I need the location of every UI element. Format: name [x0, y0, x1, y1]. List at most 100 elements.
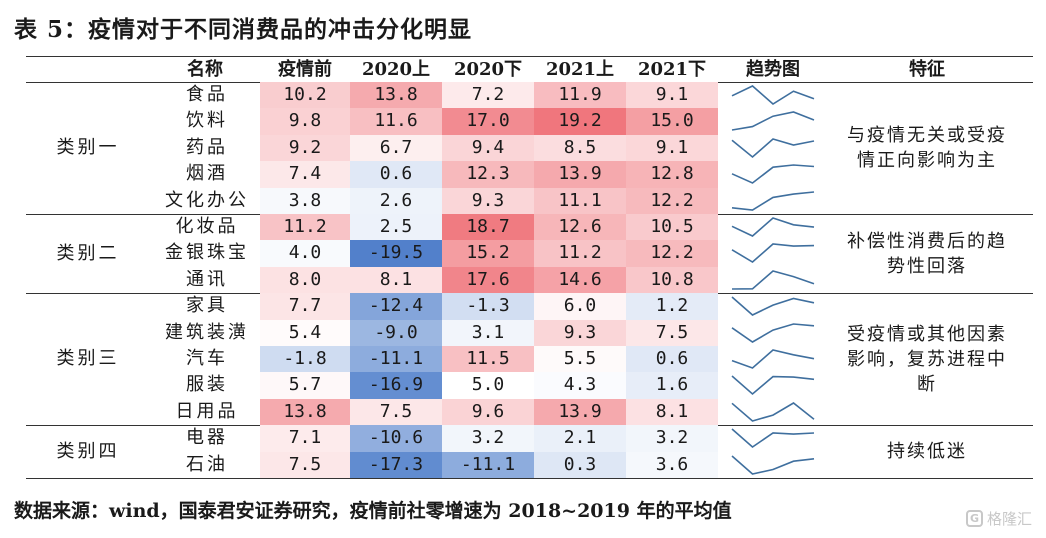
table-title: 表 5：疫情对于不同消费品的冲击分化明显 — [14, 16, 473, 43]
value-cell: 3.6 — [626, 451, 718, 478]
feature-line: 势性回落 — [887, 255, 967, 277]
value-cell: 5.7 — [260, 372, 350, 399]
value-cell: 10.2 — [260, 82, 350, 109]
value-cell: 8.1 — [626, 398, 718, 426]
value-cell: 9.6 — [442, 398, 534, 426]
value-cell: 7.1 — [260, 425, 350, 452]
value-cell: 8.0 — [260, 266, 350, 294]
item-name: 烟酒 — [186, 163, 228, 185]
trend-sparkline — [731, 296, 815, 317]
trend-sparkline — [731, 190, 815, 211]
item-name: 建筑装潢 — [165, 321, 249, 343]
value-cell: 0.3 — [534, 451, 626, 478]
feature-text: 持续低迷 — [828, 439, 1026, 464]
sparkline-path — [731, 296, 815, 317]
column-header: 趋势图 — [746, 59, 800, 80]
value-cell: 7.5 — [260, 451, 350, 478]
value-cell: 13.9 — [534, 398, 626, 426]
value-cell: 11.2 — [534, 240, 626, 267]
sparkline-path — [731, 217, 815, 237]
feature-line: 影响，复苏进程中 — [847, 348, 1007, 370]
value-cell: 6.7 — [350, 134, 442, 162]
value-cell: 5.4 — [260, 319, 350, 346]
value-cell: 8.5 — [534, 134, 626, 162]
column-header: 2020下 — [453, 59, 523, 80]
value-cell: 15.2 — [442, 240, 534, 267]
value-cell: 3.1 — [442, 319, 534, 346]
trend-sparkline — [731, 111, 815, 132]
value-cell: 12.2 — [626, 240, 718, 267]
column-header: 2021上 — [545, 59, 615, 80]
value-cell: 5.0 — [442, 372, 534, 399]
value-cell: 2.6 — [350, 187, 442, 214]
value-cell: 12.3 — [442, 161, 534, 188]
value-cell: -16.9 — [350, 372, 442, 399]
trend-sparkline — [731, 428, 815, 449]
value-cell: 3.8 — [260, 187, 350, 214]
value-cell: -17.3 — [350, 451, 442, 478]
item-name: 化妆品 — [175, 216, 239, 237]
value-cell: 11.1 — [534, 187, 626, 214]
value-cell: 15.0 — [626, 108, 718, 135]
feature-line: 与疫情无关或受疫 — [847, 125, 1007, 146]
sparkline-path — [731, 322, 815, 343]
value-cell: -11.1 — [442, 451, 534, 478]
value-cell: 0.6 — [626, 346, 718, 373]
value-cell: 9.8 — [260, 108, 350, 135]
value-cell: 12.8 — [626, 161, 718, 188]
value-cell: 4.0 — [260, 240, 350, 267]
column-header: 2021下 — [637, 59, 707, 80]
table-rule — [26, 478, 1033, 479]
value-cell: 9.3 — [534, 319, 626, 346]
column-header: 2020上 — [361, 59, 431, 80]
value-cell: 17.0 — [442, 108, 534, 135]
table-rule — [26, 56, 1033, 57]
value-cell: -1.8 — [260, 346, 350, 373]
value-cell: 11.9 — [534, 82, 626, 109]
watermark-text: 格隆汇 — [986, 510, 1032, 528]
value-cell: 1.6 — [626, 372, 718, 399]
value-cell: 7.7 — [260, 293, 350, 320]
item-name: 家具 — [186, 295, 228, 317]
trend-sparkline — [731, 137, 815, 158]
trend-sparkline — [731, 269, 815, 290]
value-cell: 3.2 — [442, 425, 534, 452]
sparkline-path — [731, 243, 815, 264]
value-cell: 9.3 — [442, 187, 534, 214]
value-cell: 2.1 — [534, 425, 626, 452]
value-cell: 17.6 — [442, 266, 534, 294]
value-cell: 2.5 — [350, 214, 442, 241]
category-label: 类别一 — [56, 137, 120, 158]
sparkline-path — [731, 349, 815, 369]
trend-sparkline — [731, 401, 815, 422]
feature-line: 补偿性消费后的趋 — [847, 230, 1007, 252]
feature-text: 受疫情或其他因素 影响，复苏进程中断 — [828, 322, 1026, 397]
value-cell: 6.0 — [534, 293, 626, 320]
feature-line: 受疫情或其他因素 — [847, 323, 1007, 345]
item-name: 服装 — [186, 374, 228, 396]
watermark: G 格隆汇 — [965, 508, 1032, 529]
value-cell: 5.5 — [534, 346, 626, 373]
value-cell: 18.7 — [442, 214, 534, 241]
sparkline-path — [731, 428, 815, 449]
category-label: 类别四 — [56, 440, 120, 462]
item-name: 文化办公 — [165, 189, 249, 211]
item-name: 通讯 — [186, 268, 228, 290]
feature-line: 断 — [917, 373, 937, 395]
value-cell: 0.6 — [350, 161, 442, 188]
feature-line: 情正向影响为主 — [857, 150, 997, 171]
value-cell: 8.1 — [350, 266, 442, 294]
item-name: 饮料 — [186, 110, 228, 132]
item-name: 电器 — [186, 427, 228, 449]
category-label: 类别三 — [56, 348, 120, 370]
feature-text: 与疫情无关或受疫 情正向影响为主 — [828, 123, 1026, 173]
column-header: 特征 — [909, 59, 945, 80]
trend-sparkline — [731, 349, 815, 369]
sparkline-path — [731, 85, 815, 105]
trend-sparkline — [731, 164, 815, 185]
value-cell: 13.8 — [260, 398, 350, 426]
item-name: 药品 — [186, 136, 228, 158]
item-name: 日用品 — [175, 400, 239, 422]
value-cell: 1.2 — [626, 293, 718, 320]
value-cell: -9.0 — [350, 319, 442, 346]
